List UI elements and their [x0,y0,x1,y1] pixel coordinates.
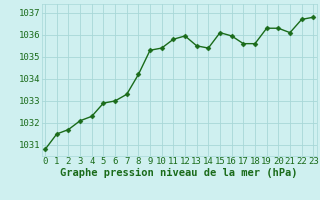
X-axis label: Graphe pression niveau de la mer (hPa): Graphe pression niveau de la mer (hPa) [60,168,298,178]
